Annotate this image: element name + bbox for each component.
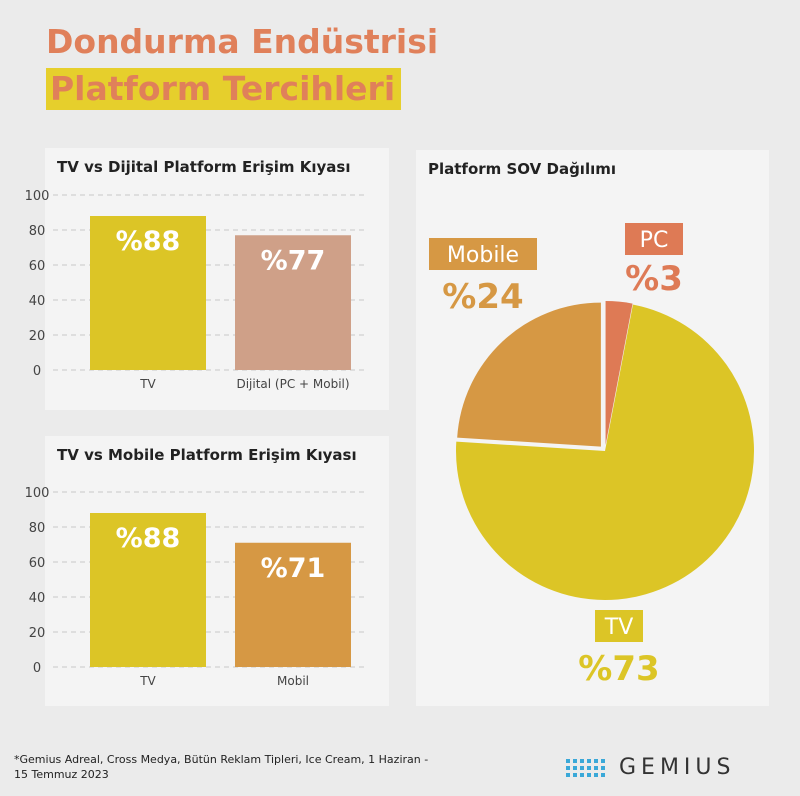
x-category-label: Mobil — [277, 674, 309, 688]
y-tick-label: 0 — [33, 364, 41, 379]
bar-digital — [235, 542, 351, 667]
slice-name-label: Mobile — [447, 243, 519, 268]
slice-name-label: PC — [640, 228, 669, 253]
y-tick-label: 20 — [29, 329, 46, 344]
y-tick-label: 0 — [33, 661, 41, 676]
bar-data-label: %88 — [116, 523, 181, 554]
slice-name-box — [625, 223, 683, 255]
chart-title: TV vs Dijital Platform Erişim Kıyası — [57, 158, 351, 176]
pie-slice-tv — [456, 304, 754, 601]
logo-dots-icon — [566, 758, 605, 777]
y-tick-label: 80 — [29, 521, 46, 536]
bar-chart-card-digital: TV vs Dijital Platform Erişim Kıyası 0 20… — [25, 148, 389, 410]
slice-value-label: %73 — [578, 649, 659, 689]
slice-name-box — [595, 610, 643, 642]
y-tick-label: 60 — [29, 259, 46, 274]
pie-chart-sov: Mobile %24 PC %3 TV %73 — [429, 223, 754, 689]
x-category-label: TV — [139, 674, 156, 688]
y-tick-label: 100 — [25, 189, 50, 204]
y-tick-label: 40 — [29, 294, 46, 309]
y-tick-label: 80 — [29, 224, 46, 239]
page-title: Dondurma Endüstrisi — [46, 22, 439, 61]
bar-data-label: %77 — [261, 245, 326, 276]
pie-chart-card: Platform SOV Dağılımı Mobile %24 PC %3 TV %73 — [416, 150, 769, 706]
slice-value-label: %3 — [625, 259, 683, 299]
chart-title: TV vs Mobile Platform Erişim Kıyası — [57, 446, 357, 464]
chart-title: Platform SOV Dağılımı — [428, 160, 616, 178]
logo-text: GEMIUS — [619, 755, 736, 780]
x-category-label: TV — [139, 377, 156, 391]
slice-value-label: %24 — [442, 277, 523, 317]
bar-digital — [235, 235, 351, 370]
pie-slice-mobile — [457, 302, 601, 447]
y-tick-label: 60 — [29, 556, 46, 571]
bar-chart-card-mobile: TV vs Mobile Platform Erişim Kıyası 0 20 4… — [25, 436, 389, 706]
x-category-label: Dijital (PC + Mobil) — [236, 377, 349, 391]
bar-tv — [90, 513, 206, 667]
bar-chart-mobile: 0 20 40 60 80 100 %88 TV %71 Mobil — [25, 486, 367, 688]
bar-chart-digital: 0 20 40 60 80 100 %88 TV %77 Dijital (PC + Mobil) — [25, 189, 367, 391]
footnote: *Gemius Adreal, Cross Medya, Bütün Rekla… — [14, 753, 429, 781]
pie-slice-pc — [605, 301, 633, 446]
y-tick-label: 20 — [29, 626, 46, 641]
y-tick-label: 40 — [29, 591, 46, 606]
gemius-logo: GEMIUS — [566, 755, 736, 780]
y-tick-label: 100 — [25, 486, 50, 501]
slice-name-box — [429, 238, 537, 270]
bar-data-label: %88 — [116, 226, 181, 257]
page-subtitle: Platform Tercihleri — [46, 68, 402, 110]
slice-name-label: TV — [604, 615, 634, 640]
bar-data-label: %71 — [261, 553, 326, 584]
bar-tv — [90, 216, 206, 370]
